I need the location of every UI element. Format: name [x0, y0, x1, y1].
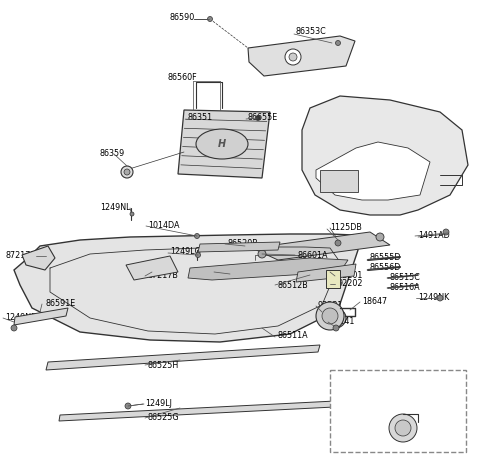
Text: 92201: 92201: [338, 272, 363, 280]
Text: 86590: 86590: [170, 14, 195, 22]
Circle shape: [121, 166, 133, 178]
Text: 86525G: 86525G: [148, 414, 180, 423]
Text: 86514: 86514: [344, 404, 369, 413]
Ellipse shape: [318, 307, 346, 329]
Ellipse shape: [196, 129, 248, 159]
Circle shape: [258, 250, 266, 258]
Text: 1491AD: 1491AD: [418, 231, 450, 239]
Text: 1249NK: 1249NK: [418, 293, 449, 303]
Polygon shape: [14, 234, 358, 342]
Text: 87217B: 87217B: [148, 272, 179, 280]
Circle shape: [336, 40, 340, 46]
Polygon shape: [126, 256, 178, 280]
Circle shape: [285, 49, 301, 65]
Text: (W/FOG LAMP): (W/FOG LAMP): [370, 380, 426, 389]
Text: 92202: 92202: [338, 279, 363, 288]
Text: 86512B: 86512B: [278, 282, 309, 290]
Text: 86513: 86513: [344, 391, 369, 400]
Text: 86520B: 86520B: [228, 239, 259, 248]
Text: 86514: 86514: [358, 395, 383, 404]
Circle shape: [207, 16, 213, 21]
Circle shape: [124, 169, 130, 175]
Circle shape: [130, 212, 134, 216]
Text: 1249NF: 1249NF: [5, 313, 36, 323]
Polygon shape: [46, 345, 320, 370]
Text: 92231: 92231: [318, 302, 343, 310]
Text: 86515C: 86515C: [390, 273, 421, 283]
Circle shape: [11, 325, 17, 331]
Polygon shape: [178, 110, 270, 178]
Circle shape: [322, 308, 338, 324]
Circle shape: [395, 420, 411, 436]
Text: 86351: 86351: [188, 113, 213, 122]
Polygon shape: [22, 246, 55, 270]
Text: 86655E: 86655E: [248, 113, 278, 122]
Polygon shape: [316, 142, 430, 200]
Circle shape: [289, 53, 297, 61]
Polygon shape: [252, 232, 390, 260]
Text: 86556D: 86556D: [370, 263, 401, 273]
Circle shape: [437, 295, 443, 301]
Polygon shape: [188, 258, 348, 280]
Text: 1249LJ: 1249LJ: [145, 399, 172, 408]
Text: 86593A: 86593A: [216, 268, 247, 277]
Text: 86353C: 86353C: [296, 27, 327, 36]
Text: 86601A: 86601A: [298, 251, 328, 259]
FancyBboxPatch shape: [330, 370, 466, 452]
Polygon shape: [296, 264, 356, 282]
Text: 86513: 86513: [358, 384, 383, 393]
Text: 86555D: 86555D: [370, 253, 401, 263]
Circle shape: [443, 229, 449, 235]
Polygon shape: [302, 96, 468, 215]
Text: 1125DB: 1125DB: [330, 223, 362, 233]
Text: 86591E: 86591E: [45, 299, 75, 308]
Bar: [326, 270, 340, 288]
Text: 1249LG: 1249LG: [170, 248, 201, 257]
Circle shape: [389, 414, 417, 442]
Circle shape: [335, 240, 341, 246]
Text: 86511A: 86511A: [278, 332, 309, 340]
Text: 86525H: 86525H: [148, 360, 179, 369]
Text: 1249NL: 1249NL: [100, 203, 131, 212]
Text: 18647: 18647: [362, 298, 387, 307]
Circle shape: [376, 233, 384, 241]
Polygon shape: [198, 242, 280, 252]
Polygon shape: [248, 36, 355, 76]
Circle shape: [255, 116, 261, 121]
Polygon shape: [14, 308, 68, 325]
Text: H: H: [218, 139, 226, 149]
Text: 86516A: 86516A: [390, 283, 420, 293]
Circle shape: [194, 233, 200, 238]
Text: 92241: 92241: [330, 318, 355, 327]
Circle shape: [195, 253, 201, 258]
Text: 1014DA: 1014DA: [148, 221, 180, 229]
Circle shape: [316, 302, 344, 330]
Circle shape: [333, 325, 339, 331]
Polygon shape: [59, 400, 355, 421]
Text: 86560F: 86560F: [168, 74, 198, 82]
Text: 87217B: 87217B: [5, 252, 36, 261]
Bar: [320, 170, 358, 192]
Text: 86359: 86359: [100, 148, 125, 157]
Circle shape: [125, 403, 131, 409]
